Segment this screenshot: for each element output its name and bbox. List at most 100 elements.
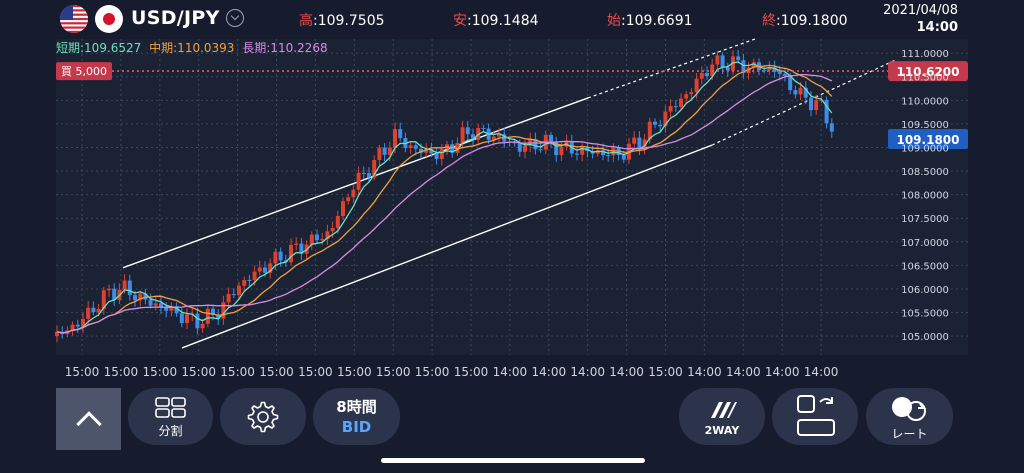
candle-body (81, 318, 85, 327)
candle-body (580, 147, 585, 155)
order-price-tag (888, 61, 968, 82)
ma-mid-line (56, 64, 833, 334)
candle-body (720, 55, 725, 68)
candle-body (205, 308, 210, 324)
candle-body (658, 124, 663, 127)
candle-body (278, 251, 283, 261)
low-price: 安:109.1484 (453, 10, 539, 30)
candle-body (138, 293, 143, 301)
y-tick-label: 107.5000 (901, 214, 949, 225)
candle-body (294, 243, 299, 245)
candle-body (637, 137, 642, 149)
currency-pair[interactable]: USD/JPY (131, 7, 220, 29)
rate-icon (892, 397, 927, 421)
candle-body (174, 306, 179, 314)
candle-body (226, 293, 231, 303)
plot-background (56, 39, 968, 355)
current-price-text: 109.1800 (896, 133, 959, 147)
x-tick-label: 14:00 (726, 365, 761, 379)
ma-long-line (56, 73, 833, 334)
order-label-bg (56, 62, 112, 81)
candle-body (491, 136, 496, 140)
time-text: 14:00 (916, 20, 958, 35)
candle-body (413, 145, 418, 149)
trend-lines (122, 38, 896, 349)
timeframe-button[interactable]: 8時間 BID (313, 388, 400, 445)
candle-body (393, 129, 397, 148)
candle-body (606, 155, 611, 157)
time-axis: 15:00 15:00 15:00 15:00 15:00 15:00 15:00 15:00… (65, 365, 839, 379)
candle-body (133, 295, 137, 301)
layout-switch-button[interactable] (772, 388, 858, 445)
header-bar: USD/JPY 高:109.7505 安:109.1484 始:109.6691… (0, 0, 1024, 38)
rate-button[interactable]: レート (866, 388, 953, 445)
candle-body (148, 299, 153, 306)
candle-body (465, 127, 470, 135)
moving-average-lines (56, 61, 833, 334)
candle-body (356, 172, 361, 190)
y-tick-label: 105.5000 (901, 309, 949, 320)
ma-mid-label: 中期:110.0393 (149, 41, 235, 55)
candle-body (382, 147, 387, 155)
chevron-down-icon[interactable] (226, 9, 244, 27)
candle-body (679, 98, 683, 108)
candle-body (455, 143, 460, 153)
ma-short-line (56, 61, 833, 334)
candle-body (86, 307, 91, 319)
candle-body (647, 121, 652, 140)
chart-area[interactable]: 買 5,000 110.6200 109.1800 111.0000 110.5000… (0, 0, 1024, 385)
candle-body (408, 145, 413, 148)
date-text: 2021/04/08 (883, 3, 958, 18)
candle-body (361, 172, 366, 174)
candle-body (273, 251, 278, 264)
open-price: 始:109.6691 (607, 10, 693, 30)
candle-body (169, 306, 174, 311)
candle-body (809, 97, 813, 111)
candle-body (237, 285, 241, 296)
ma-legend: 短期:109.6527 中期:110.0393 長期:110.2268 (56, 39, 328, 56)
y-tick-label: 109.5000 (901, 120, 949, 131)
candle-body (668, 106, 673, 112)
candle-body (684, 94, 689, 99)
close-label: 終 (762, 13, 776, 29)
x-tick-label: 14:00 (532, 365, 567, 379)
candle-body (122, 280, 127, 290)
candle-body (725, 67, 730, 71)
twoway-button[interactable]: 2WAY (679, 388, 765, 445)
price-axis: 111.0000 110.5000 110.0000 109.5000 109.0000… (901, 49, 949, 343)
order-line: 買 5,000 110.6200 109.1800 (56, 61, 968, 149)
x-tick-label: 15:00 (648, 365, 683, 379)
candle-body (793, 90, 798, 95)
candle-body (377, 147, 382, 161)
order-price-text: 110.6200 (896, 65, 959, 79)
candle-body (91, 307, 96, 313)
candle-body (320, 238, 325, 241)
x-tick-label: 15:00 (415, 365, 450, 379)
candle-body (315, 234, 319, 241)
x-tick-label: 15:00 (376, 365, 411, 379)
current-price-tag (888, 128, 968, 149)
x-tick-label: 14:00 (765, 365, 800, 379)
candle-body (471, 134, 475, 140)
lower-trend-extension (711, 59, 896, 146)
y-tick-label: 111.0000 (901, 49, 949, 60)
candle-body (663, 111, 668, 127)
collapse-up-button[interactable] (56, 388, 121, 450)
candle-body (252, 271, 257, 281)
candle-body (762, 70, 767, 72)
candle-body (460, 127, 465, 144)
settings-button[interactable] (220, 388, 306, 445)
price-type-label: BID (341, 418, 372, 436)
close-price: 終:109.1800 (762, 10, 848, 30)
candle-body (621, 155, 626, 160)
split-button[interactable]: 分割 (128, 388, 213, 445)
candle-body (803, 87, 808, 98)
candle-body (814, 100, 819, 111)
candle-body (387, 147, 392, 155)
candle-body (341, 201, 345, 217)
candle-body (55, 331, 59, 337)
candle-body (263, 267, 267, 273)
candle-body (211, 308, 215, 315)
candle-body (424, 149, 429, 153)
candle-body (533, 139, 538, 150)
